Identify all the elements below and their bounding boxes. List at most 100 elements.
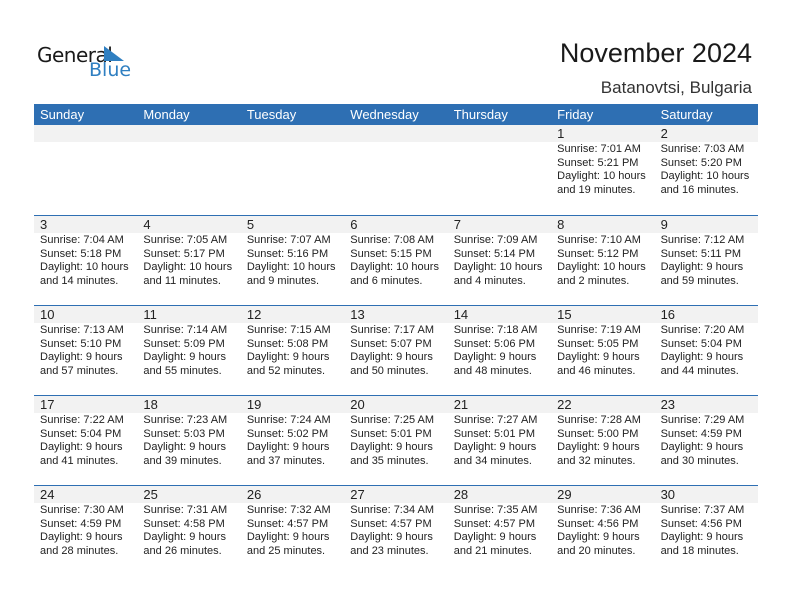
day-number (137, 125, 241, 142)
sunrise-text: Sunrise: 7:36 AM (557, 504, 641, 516)
daylight2-text: and 39 minutes. (143, 454, 222, 467)
daylight1-text: Daylight: 9 hours (557, 531, 640, 544)
day-cell: 3 Sunrise: 7:04 AM Sunset: 5:18 PM Daylight… (34, 216, 138, 305)
daylight1-text: Daylight: 10 hours (350, 261, 439, 274)
day-cell: 7 Sunrise: 7:09 AM Sunset: 5:14 PM Daylight… (447, 216, 552, 305)
day-number: 25 (137, 486, 241, 503)
day-info: Sunrise: 7:12 AM Sunset: 5:11 PM Daylight:… (655, 233, 758, 288)
day-info: Sunrise: 7:07 AM Sunset: 5:16 PM Daylight:… (241, 233, 344, 288)
day-info: Sunrise: 7:03 AM Sunset: 5:20 PM Daylight:… (655, 142, 758, 197)
day-cell: 17 Sunrise: 7:22 AM Sunset: 5:04 PM Dayligh… (34, 396, 138, 485)
daylight2-text: and 11 minutes. (143, 274, 221, 287)
daylight2-text: and 52 minutes. (246, 364, 326, 377)
day-number: 16 (654, 306, 758, 323)
sunset-text: Sunset: 5:04 PM (660, 337, 742, 350)
sunrise-text: Sunrise: 7:14 AM (143, 324, 228, 336)
sunrise-text: Sunrise: 7:01 AM (557, 143, 641, 155)
day-number: 22 (551, 396, 655, 413)
day-number: 21 (447, 396, 552, 413)
day-number: 20 (344, 396, 448, 413)
sunset-text: Sunset: 4:56 PM (557, 517, 639, 530)
sunset-text: Sunset: 5:05 PM (557, 337, 639, 350)
daylight1-text: Daylight: 9 hours (350, 441, 433, 454)
daylight1-text: Daylight: 10 hours (557, 170, 646, 183)
day-info: Sunrise: 7:25 AM Sunset: 5:01 PM Daylight:… (344, 413, 447, 468)
daylight1-text: Daylight: 9 hours (40, 531, 123, 544)
calendar: Sunday Monday Tuesday Wednesday Thursday Frid… (34, 104, 758, 575)
sunrise-text: Sunrise: 7:03 AM (660, 143, 745, 155)
sunset-text: Sunset: 5:06 PM (453, 337, 536, 350)
day-cell: 26 Sunrise: 7:32 AM Sunset: 4:57 PM Dayligh… (240, 486, 345, 575)
sunrise-text: Sunrise: 7:12 AM (660, 234, 745, 246)
weekday-header: Sunday Monday Tuesday Wednesday Thursday Frid… (34, 104, 758, 125)
daylight2-text: and 9 minutes. (246, 274, 319, 287)
day-cell: 12 Sunrise: 7:15 AM Sunset: 5:08 PM Dayligh… (240, 306, 345, 395)
sunset-text: Sunset: 4:57 PM (453, 517, 536, 530)
sunrise-text: Sunrise: 7:35 AM (453, 504, 538, 516)
day-cell: 4 Sunrise: 7:05 AM Sunset: 5:17 PM Daylight… (137, 216, 241, 305)
day-cell: 23 Sunrise: 7:29 AM Sunset: 4:59 PM Dayligh… (654, 396, 758, 485)
sunset-text: Sunset: 5:20 PM (660, 156, 742, 169)
page-title: November 2024 (559, 38, 752, 68)
daylight2-text: and 59 minutes. (660, 274, 739, 287)
daylight1-text: Daylight: 9 hours (660, 441, 744, 454)
daylight1-text: Daylight: 10 hours (246, 261, 336, 274)
week-row: 3 Sunrise: 7:04 AM Sunset: 5:18 PM Daylight… (34, 215, 758, 305)
logo-text-blue: Blue (89, 59, 132, 81)
day-cell: 6 Sunrise: 7:08 AM Sunset: 5:15 PM Daylight… (344, 216, 448, 305)
day-cell: 30 Sunrise: 7:37 AM Sunset: 4:56 PM Dayligh… (654, 486, 758, 575)
day-info: Sunrise: 7:08 AM Sunset: 5:15 PM Daylight:… (344, 233, 447, 288)
daylight1-text: Daylight: 9 hours (143, 441, 226, 454)
day-number: 10 (34, 306, 138, 323)
day-number: 27 (344, 486, 448, 503)
day-number: 7 (447, 216, 552, 233)
sunrise-text: Sunrise: 7:29 AM (660, 414, 745, 426)
sunset-text: Sunset: 4:57 PM (350, 517, 432, 530)
empty-cell (447, 125, 552, 215)
day-number: 24 (34, 486, 138, 503)
sunrise-text: Sunrise: 7:08 AM (350, 234, 435, 246)
sunset-text: Sunset: 5:21 PM (557, 156, 639, 169)
daylight2-text: and 35 minutes. (350, 454, 429, 467)
day-info: Sunrise: 7:24 AM Sunset: 5:02 PM Daylight:… (241, 413, 344, 468)
day-number (240, 125, 345, 142)
sunset-text: Sunset: 5:00 PM (557, 427, 639, 440)
day-cell: 10 Sunrise: 7:13 AM Sunset: 5:10 PM Dayligh… (34, 306, 138, 395)
daylight2-text: and 14 minutes. (40, 274, 119, 287)
empty-cell (344, 125, 448, 215)
daylight2-text: and 28 minutes. (40, 544, 119, 557)
week-row: 24 Sunrise: 7:30 AM Sunset: 4:59 PM Dayligh… (34, 485, 758, 575)
daylight2-text: and 34 minutes. (453, 454, 532, 467)
sunset-text: Sunset: 4:59 PM (40, 517, 122, 530)
day-info: Sunrise: 7:31 AM Sunset: 4:58 PM Daylight:… (137, 503, 240, 558)
day-cell: 22 Sunrise: 7:28 AM Sunset: 5:00 PM Dayligh… (551, 396, 655, 485)
sunrise-text: Sunrise: 7:22 AM (40, 414, 124, 426)
daylight1-text: Daylight: 9 hours (660, 351, 744, 364)
weekday-sunday: Sunday (40, 107, 85, 122)
daylight2-text: and 2 minutes. (557, 274, 630, 287)
day-info: Sunrise: 7:29 AM Sunset: 4:59 PM Daylight:… (655, 413, 758, 468)
day-cell: 16 Sunrise: 7:20 AM Sunset: 5:04 PM Dayligh… (654, 306, 758, 395)
day-info: Sunrise: 7:01 AM Sunset: 5:21 PM Daylight:… (551, 142, 654, 197)
day-info: Sunrise: 7:22 AM Sunset: 5:04 PM Daylight:… (34, 413, 137, 468)
daylight1-text: Daylight: 10 hours (453, 261, 543, 274)
day-cell: 21 Sunrise: 7:27 AM Sunset: 5:01 PM Dayligh… (447, 396, 552, 485)
daylight1-text: Daylight: 9 hours (557, 351, 640, 364)
daylight2-text: and 19 minutes. (557, 183, 636, 196)
day-info: Sunrise: 7:35 AM Sunset: 4:57 PM Daylight:… (448, 503, 551, 558)
sunset-text: Sunset: 5:01 PM (453, 427, 536, 440)
day-info: Sunrise: 7:04 AM Sunset: 5:18 PM Daylight:… (34, 233, 137, 288)
day-cell: 5 Sunrise: 7:07 AM Sunset: 5:16 PM Daylight… (240, 216, 345, 305)
daylight1-text: Daylight: 9 hours (557, 441, 640, 454)
daylight1-text: Daylight: 9 hours (453, 441, 537, 454)
sunset-text: Sunset: 5:17 PM (143, 247, 225, 260)
day-cell: 2 Sunrise: 7:03 AM Sunset: 5:20 PM Daylight… (654, 125, 758, 215)
day-number: 18 (137, 396, 241, 413)
day-info: Sunrise: 7:20 AM Sunset: 5:04 PM Daylight:… (655, 323, 758, 378)
sunset-text: Sunset: 4:57 PM (246, 517, 329, 530)
day-cell: 1 Sunrise: 7:01 AM Sunset: 5:21 PM Daylight… (551, 125, 655, 215)
daylight2-text: and 57 minutes. (40, 364, 119, 377)
daylight1-text: Daylight: 9 hours (246, 351, 330, 364)
day-info: Sunrise: 7:17 AM Sunset: 5:07 PM Daylight:… (344, 323, 447, 378)
daylight2-text: and 18 minutes. (660, 544, 739, 557)
